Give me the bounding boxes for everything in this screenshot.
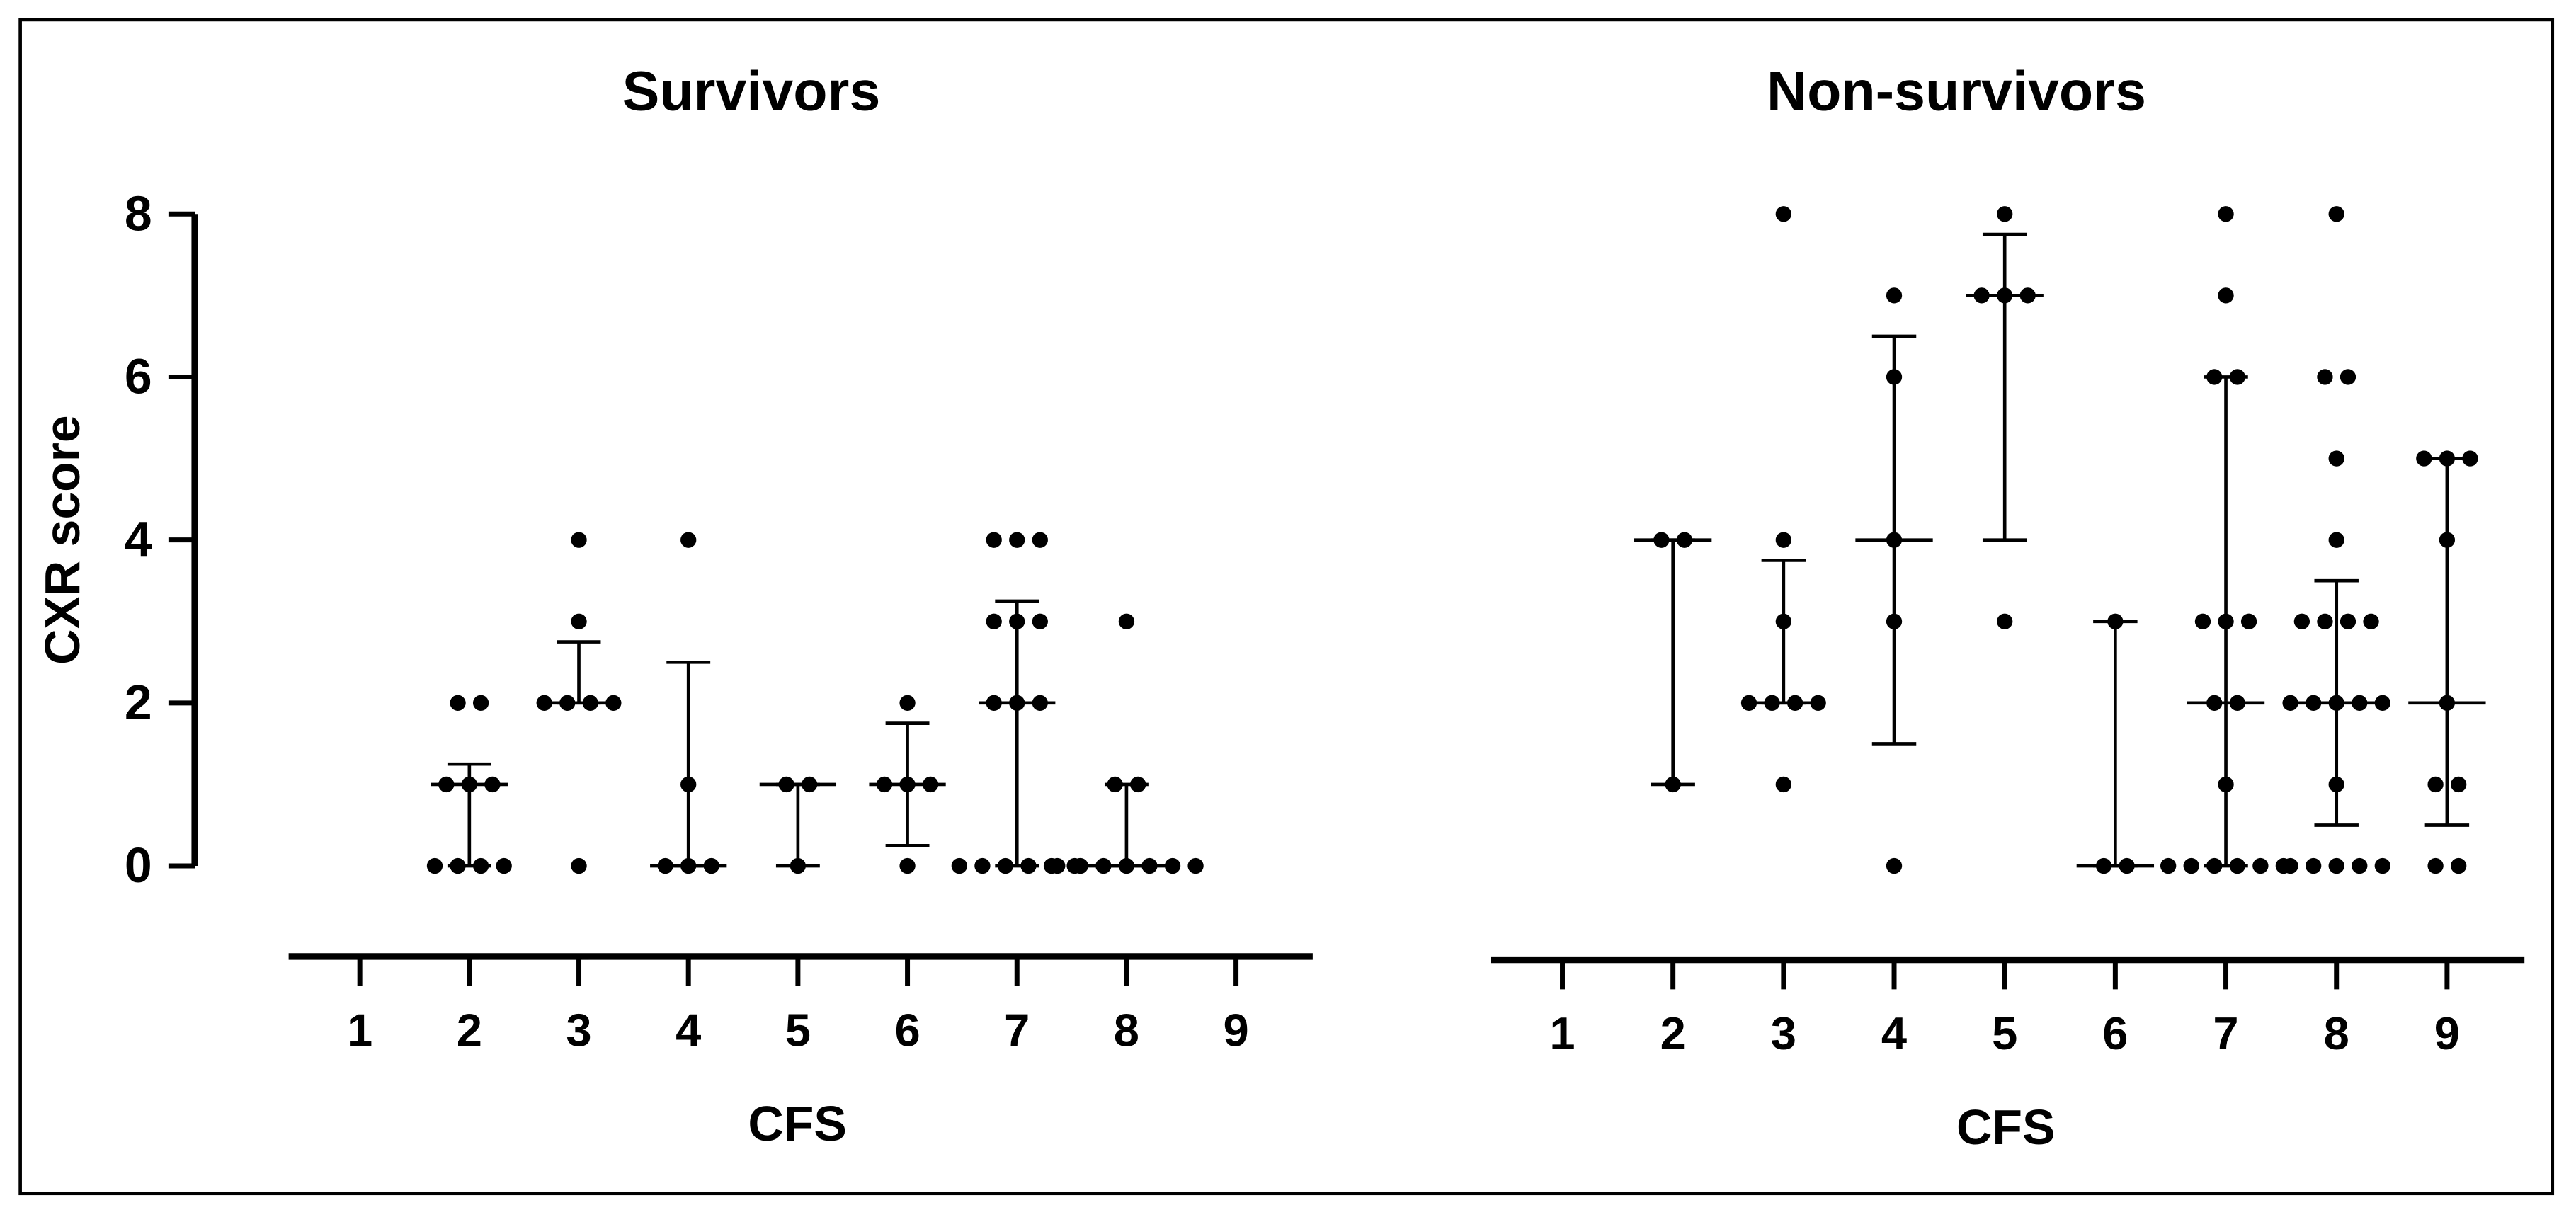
x-tick-label: 1 — [347, 1004, 372, 1056]
data-point — [2450, 776, 2467, 793]
data-point — [496, 857, 512, 874]
data-point — [951, 857, 968, 874]
data-point — [2416, 450, 2432, 467]
data-point — [2328, 532, 2344, 548]
y-axis-label: CXR score — [35, 415, 90, 665]
data-point — [571, 613, 587, 629]
data-point — [899, 857, 916, 874]
data-point — [1118, 613, 1135, 629]
x-tick-label: 7 — [1004, 1004, 1030, 1056]
data-point — [2305, 857, 2322, 874]
data-point — [2293, 613, 2310, 629]
data-point — [1049, 857, 1066, 874]
data-point — [2328, 857, 2344, 874]
data-point — [2462, 450, 2478, 467]
data-point — [1032, 613, 1048, 629]
data-point — [2194, 613, 2211, 629]
data-point — [2317, 369, 2333, 385]
data-point — [1775, 206, 1792, 222]
data-point — [450, 695, 466, 712]
data-point — [1032, 532, 1048, 548]
data-point — [2317, 613, 2333, 629]
y-tick-label: 2 — [125, 675, 152, 730]
data-point — [1997, 613, 2013, 629]
x-tick-label: 8 — [1114, 1004, 1139, 1056]
data-point — [986, 613, 1002, 629]
x-tick-label: 6 — [2102, 1008, 2128, 1059]
data-point — [1997, 206, 2013, 222]
y-tick-label: 4 — [125, 512, 152, 567]
data-point — [2282, 857, 2298, 874]
data-point — [2374, 857, 2390, 874]
data-point — [899, 695, 916, 712]
x-tick-label: 5 — [1992, 1008, 2017, 1059]
x-tick-label: 3 — [566, 1004, 591, 1056]
data-point — [1187, 857, 1204, 874]
data-point — [426, 857, 443, 874]
data-point — [2252, 857, 2269, 874]
data-point — [2282, 695, 2298, 712]
data-point — [1775, 776, 1792, 793]
x-tick-label: 5 — [785, 1004, 811, 1056]
y-tick-label: 8 — [125, 186, 152, 241]
frame — [18, 18, 2555, 1196]
chart-title: Non-survivors — [1767, 59, 2146, 122]
x-tick-label: 2 — [457, 1004, 482, 1056]
x-tick-label: 8 — [2324, 1008, 2349, 1059]
x-axis-label: CFS — [1956, 1100, 2056, 1155]
y-tick-label: 0 — [125, 838, 152, 893]
data-point — [571, 532, 587, 548]
x-tick-label: 9 — [2434, 1008, 2460, 1059]
data-point — [472, 695, 489, 712]
data-point — [2218, 206, 2234, 222]
y-tick-label: 6 — [125, 349, 152, 404]
data-point — [680, 532, 697, 548]
data-point — [2374, 695, 2390, 712]
data-point — [974, 857, 991, 874]
x-tick-label: 4 — [1881, 1008, 1907, 1059]
data-point — [2340, 613, 2356, 629]
data-point — [2240, 613, 2257, 629]
x-tick-label: 9 — [1224, 1004, 1249, 1056]
x-tick-label: 1 — [1549, 1008, 1575, 1059]
x-tick-label: 2 — [1660, 1008, 1686, 1059]
data-point — [1164, 857, 1181, 874]
data-point — [986, 532, 1002, 548]
x-tick-label: 3 — [1771, 1008, 1796, 1059]
x-tick-label: 7 — [2213, 1008, 2238, 1059]
chart-title: Survivors — [622, 59, 881, 122]
data-point — [2218, 287, 2234, 304]
data-point — [2328, 450, 2344, 467]
x-tick-label: 6 — [894, 1004, 920, 1056]
data-point — [2427, 857, 2444, 874]
data-point — [2340, 369, 2356, 385]
data-point — [1775, 532, 1792, 548]
data-point — [1886, 287, 1903, 304]
data-point — [2183, 857, 2199, 874]
data-point — [1886, 857, 1903, 874]
x-axis-label: CFS — [748, 1096, 847, 1151]
data-point — [1009, 532, 1025, 548]
data-point — [2427, 776, 2444, 793]
data-point — [571, 857, 587, 874]
data-point — [2450, 857, 2467, 874]
x-tick-label: 4 — [676, 1004, 701, 1056]
data-point — [2160, 857, 2177, 874]
data-point — [2363, 613, 2379, 629]
data-point — [2352, 857, 2368, 874]
data-point — [1072, 857, 1088, 874]
data-point — [2328, 206, 2344, 222]
